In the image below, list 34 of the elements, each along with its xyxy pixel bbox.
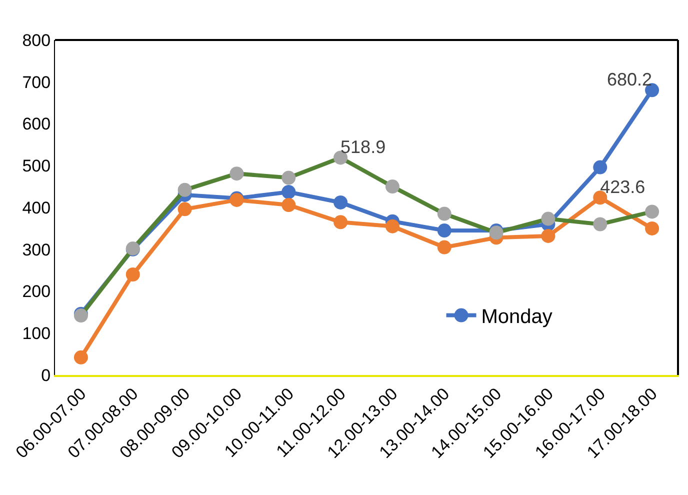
point xyxy=(541,228,556,243)
point xyxy=(437,206,452,221)
point xyxy=(178,202,192,216)
point xyxy=(541,212,556,226)
y-tick-label: 500 xyxy=(22,156,51,176)
y-tick-label: 800 xyxy=(22,30,51,50)
legend-label: Monday xyxy=(481,306,552,328)
point xyxy=(437,224,452,238)
point xyxy=(334,195,348,210)
y-tick-label: 200 xyxy=(22,282,51,302)
point xyxy=(282,185,296,200)
y-tick-label: 400 xyxy=(22,198,51,218)
point xyxy=(334,215,348,230)
point xyxy=(645,204,660,219)
point xyxy=(230,166,244,181)
point xyxy=(74,350,88,364)
y-tick-label: 300 xyxy=(22,240,51,260)
data-label: 680.2 xyxy=(606,70,652,90)
point xyxy=(593,160,608,174)
point xyxy=(385,180,400,194)
y-tick-label: 100 xyxy=(22,324,51,344)
point xyxy=(282,198,296,212)
point xyxy=(385,219,400,234)
y-tick-label: 600 xyxy=(22,114,51,134)
point xyxy=(126,268,140,282)
point xyxy=(645,221,660,236)
point xyxy=(282,170,296,185)
point xyxy=(178,182,192,197)
y-tick-label: 700 xyxy=(22,72,51,92)
y-tick-label: 0 xyxy=(41,366,51,385)
data-label: 518.9 xyxy=(340,137,386,158)
point xyxy=(437,240,452,254)
data-label: 423.6 xyxy=(600,177,646,198)
point xyxy=(593,217,608,232)
